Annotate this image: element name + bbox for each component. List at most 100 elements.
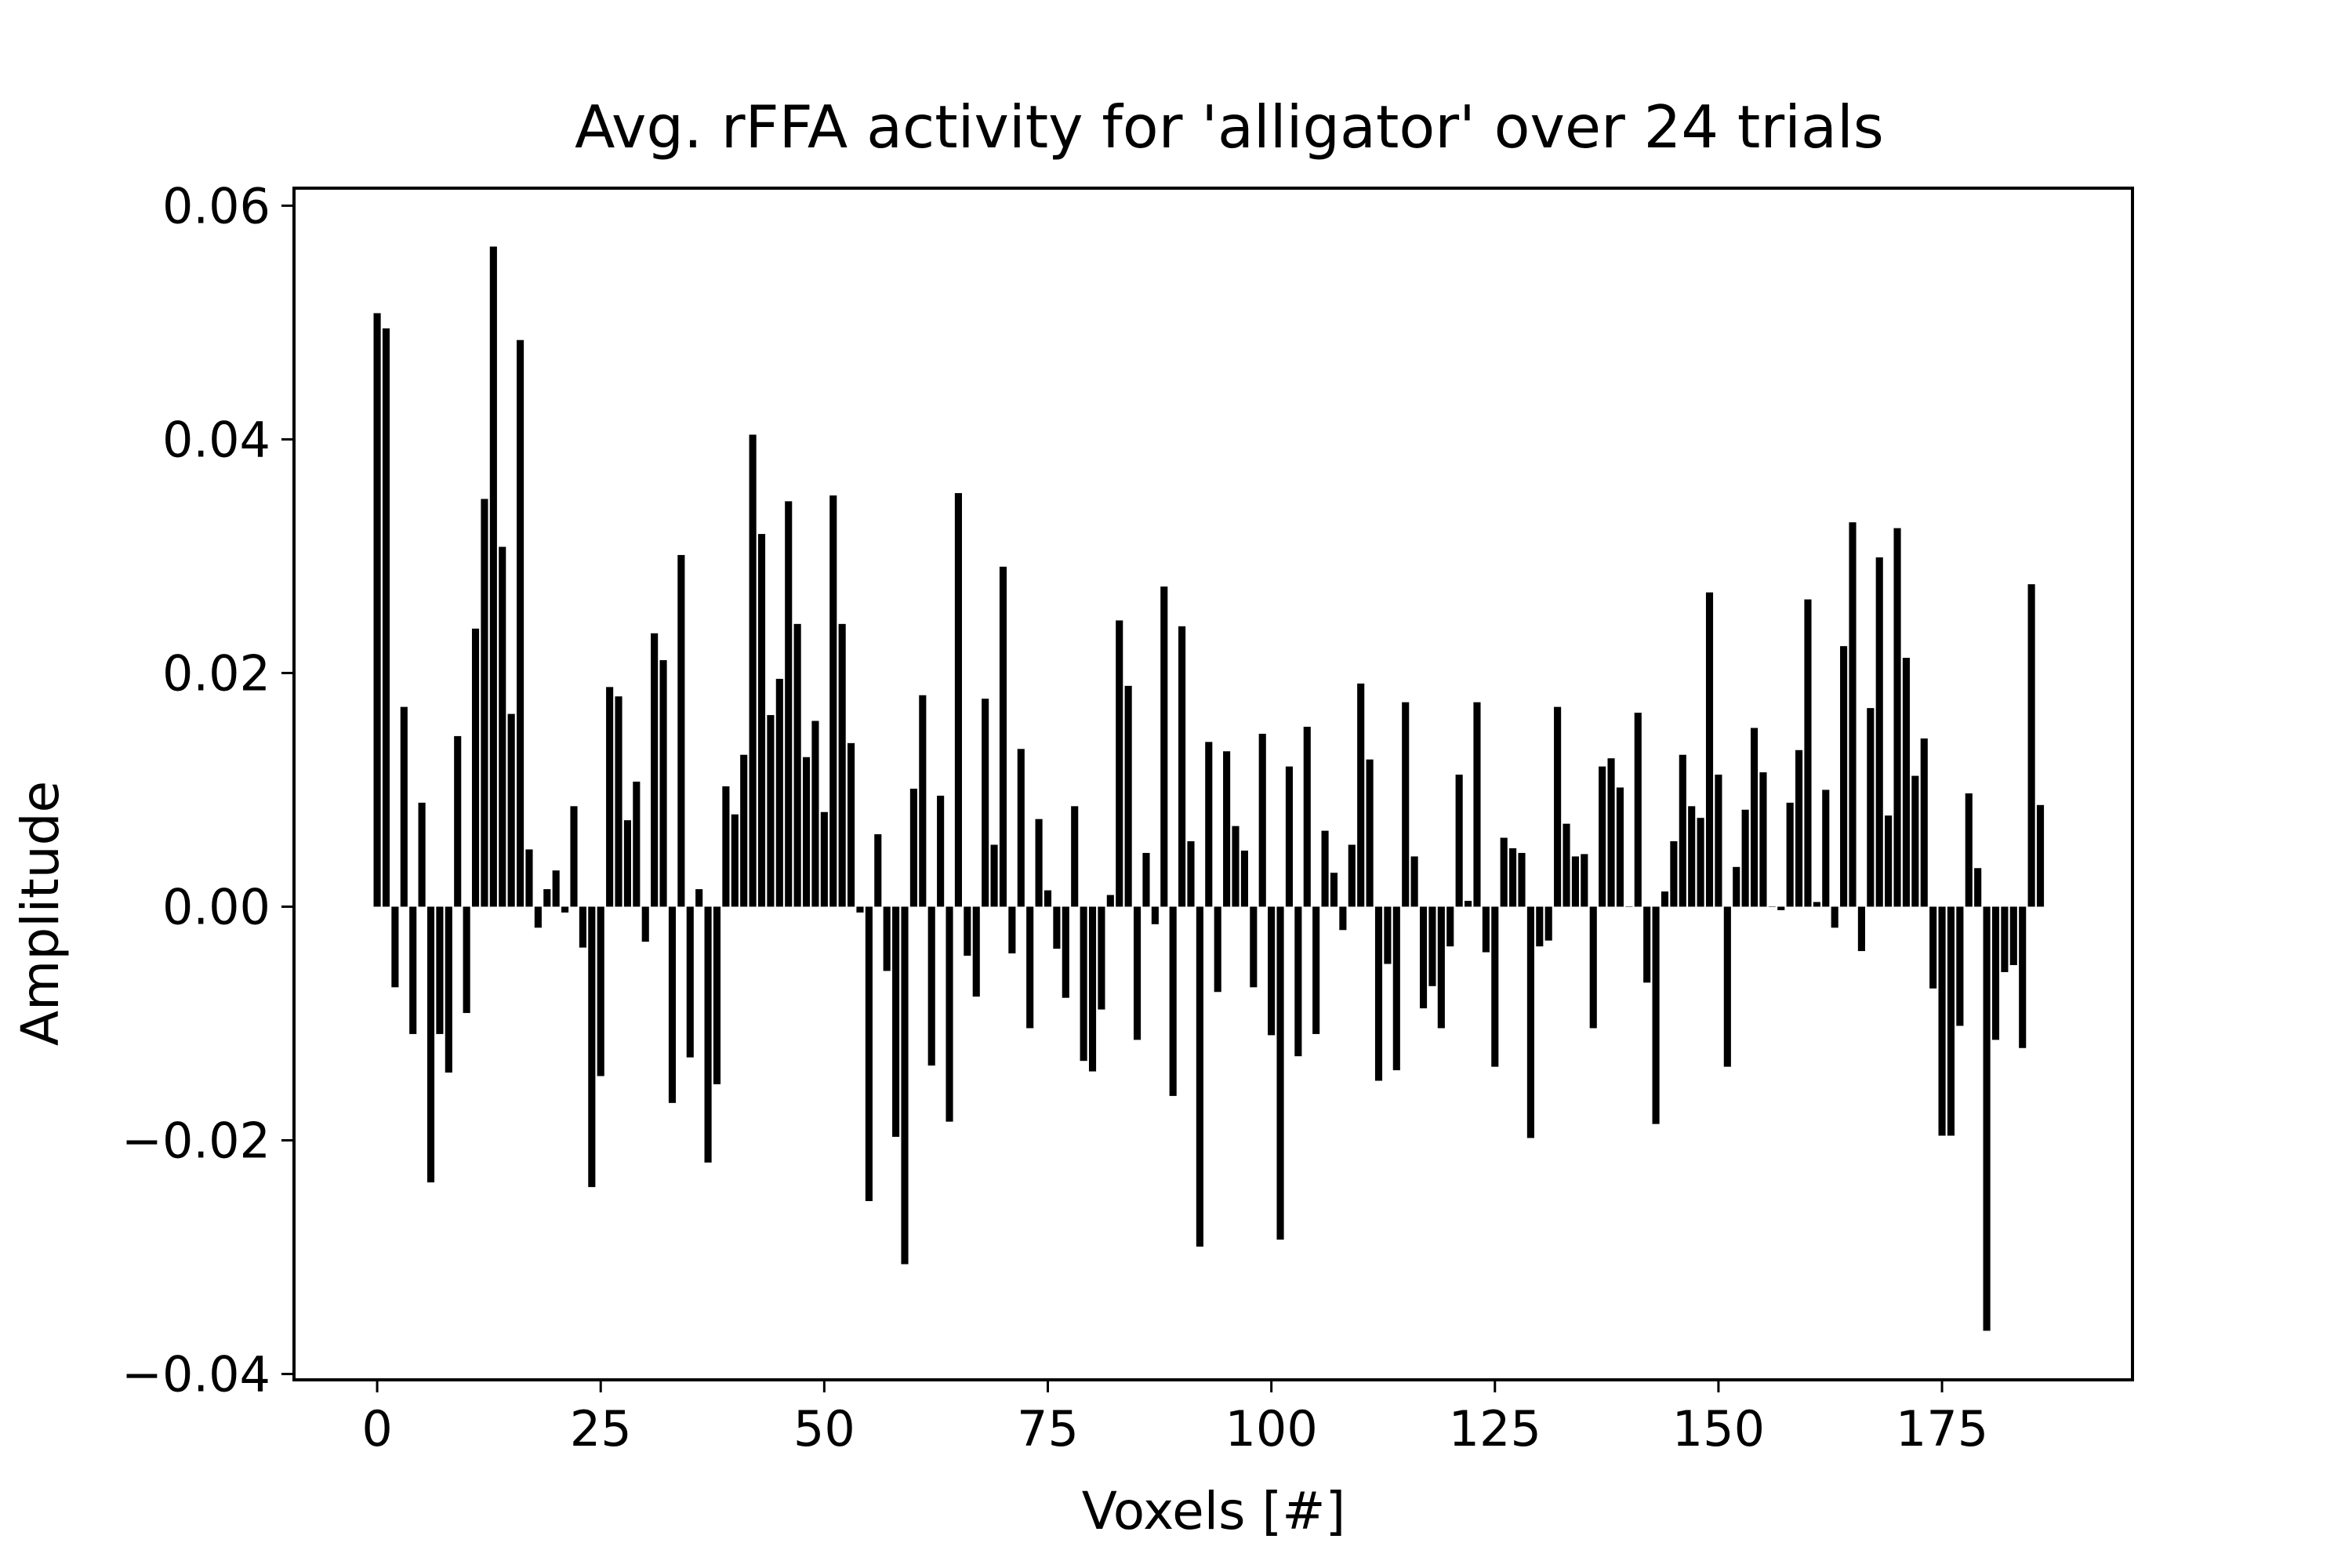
y-tick-label: 0.06 <box>162 177 270 234</box>
bar <box>1813 902 1820 907</box>
bar <box>2036 804 2045 907</box>
bar <box>1929 906 1937 989</box>
bar <box>722 786 730 907</box>
bar <box>1410 856 1418 907</box>
y-axis-label: Amplitude <box>10 781 71 1046</box>
bar <box>1419 906 1428 1009</box>
bar <box>1294 906 1302 1057</box>
bar <box>1339 906 1347 931</box>
bar <box>1661 891 1669 907</box>
bar <box>471 628 480 907</box>
bar <box>686 906 694 1058</box>
bar <box>1491 906 1499 1067</box>
y-tick-label: 0.00 <box>162 878 270 935</box>
bar <box>1840 646 1848 907</box>
bar <box>1965 793 1973 907</box>
bar <box>606 687 614 907</box>
bar <box>785 501 793 907</box>
bar <box>426 906 435 1183</box>
bar <box>1223 751 1231 907</box>
bar <box>1893 528 1901 907</box>
bar <box>1956 906 1964 1026</box>
bar <box>1911 775 1919 907</box>
bar <box>1035 818 1043 907</box>
bar <box>659 660 667 907</box>
bar <box>964 906 971 956</box>
bar <box>1670 841 1678 907</box>
bar <box>1563 823 1570 907</box>
bar <box>418 802 426 907</box>
bar <box>1750 728 1759 907</box>
x-tick-label: 150 <box>1672 1400 1765 1457</box>
bar <box>1947 906 1955 1136</box>
bar <box>1205 742 1213 907</box>
bar <box>445 906 452 1073</box>
bar <box>1053 906 1061 949</box>
x-tick-label: 175 <box>1896 1400 1988 1457</box>
bar <box>1258 733 1266 907</box>
bar <box>1321 830 1329 907</box>
bar <box>1518 852 1526 907</box>
bar <box>1384 906 1392 964</box>
bar <box>1437 906 1445 1029</box>
bar <box>1303 726 1311 907</box>
x-tick-label: 75 <box>1017 1400 1079 1457</box>
bar <box>1357 683 1365 907</box>
bar <box>1938 906 1946 1136</box>
bar <box>588 906 596 1188</box>
bar <box>1652 906 1660 1124</box>
bar <box>1196 906 1203 1247</box>
bar <box>382 328 390 907</box>
bar <box>1169 906 1177 1096</box>
bar <box>1142 852 1150 907</box>
bar <box>1768 906 1776 907</box>
bar <box>1983 906 1991 1331</box>
x-axis: 0 25 50 75 100 125 150 175 <box>361 1380 1988 1457</box>
bar <box>561 906 569 913</box>
bar <box>1240 850 1248 907</box>
bar <box>1151 906 1159 924</box>
bar <box>463 906 470 1014</box>
bar <box>713 906 721 1084</box>
bar <box>883 906 891 971</box>
bar <box>2027 584 2035 907</box>
bar <box>1124 685 1132 907</box>
bar <box>1348 844 1356 907</box>
bar <box>1544 906 1552 941</box>
bar <box>704 906 712 1163</box>
bar <box>1804 599 1812 907</box>
bar <box>1705 592 1714 907</box>
bar <box>597 906 604 1076</box>
bar <box>1831 906 1838 928</box>
bar <box>1885 815 1893 907</box>
bar <box>972 906 980 997</box>
bar <box>767 715 775 907</box>
bar <box>677 554 685 907</box>
bar <box>802 757 811 907</box>
bar <box>1581 854 1588 907</box>
bar <box>1402 702 1410 907</box>
bar <box>1008 906 1016 954</box>
x-axis-label: Voxels [#] <box>1082 1481 1346 1541</box>
x-tick-label: 50 <box>793 1400 855 1457</box>
bar <box>570 806 578 907</box>
bar <box>1974 868 1982 907</box>
bar <box>1428 906 1436 986</box>
bar <box>919 695 927 907</box>
bar <box>1991 906 2000 1040</box>
bar <box>1688 806 1696 907</box>
y-tick-label: −0.02 <box>122 1112 270 1170</box>
plot-frame <box>292 187 2134 1381</box>
bar <box>1875 557 1883 907</box>
bar <box>1044 890 1052 907</box>
y-tick-label: −0.04 <box>122 1346 270 1403</box>
bar <box>1133 906 1142 1040</box>
bar <box>1465 901 1472 907</box>
bar <box>1374 906 1383 1081</box>
bar <box>1643 906 1651 983</box>
bar <box>1759 772 1767 907</box>
bar <box>633 782 641 907</box>
bar <box>1697 818 1704 907</box>
bar <box>651 633 659 907</box>
